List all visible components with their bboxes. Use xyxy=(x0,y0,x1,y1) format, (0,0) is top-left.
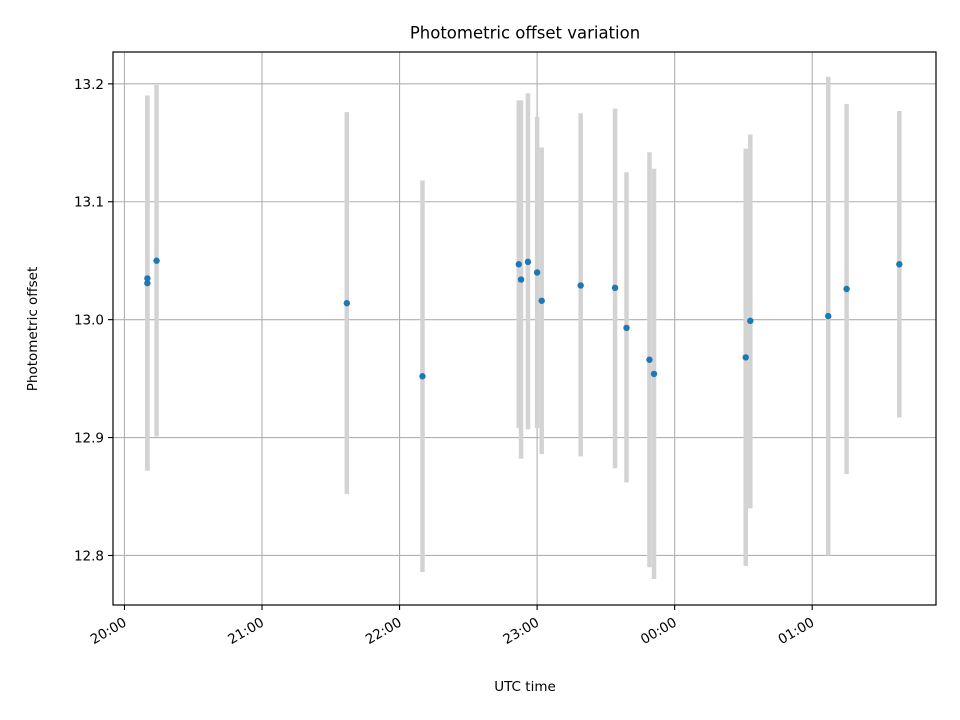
data-point xyxy=(825,312,832,320)
y-tick-label: 12.8 xyxy=(74,548,104,564)
data-point xyxy=(623,324,630,332)
grid xyxy=(113,52,936,605)
plot-frame xyxy=(112,51,937,606)
chart-title: Photometric offset variation xyxy=(410,24,640,43)
data-point xyxy=(747,317,754,325)
data-point xyxy=(650,370,658,378)
data-points xyxy=(144,257,903,380)
data-point xyxy=(611,284,619,292)
data-point xyxy=(843,285,850,293)
data-point xyxy=(419,373,426,380)
y-axis-label: Photometric offset xyxy=(25,267,41,391)
data-point xyxy=(742,354,749,361)
data-point xyxy=(577,282,584,289)
data-point xyxy=(515,261,522,268)
data-point xyxy=(343,299,351,307)
x-axis-label: UTC time xyxy=(494,679,556,695)
y-tick-label: 13.2 xyxy=(74,77,104,93)
data-point xyxy=(144,275,151,282)
y-tick-label: 13.0 xyxy=(74,313,104,329)
data-point xyxy=(646,356,653,363)
y-tick-label: 12.9 xyxy=(74,431,104,447)
y-axis-ticks: 12.8 12.9 13.0 13.1 13.2 xyxy=(74,77,113,564)
data-point xyxy=(517,276,525,283)
data-point xyxy=(533,269,541,276)
y-tick-label: 13.1 xyxy=(74,195,104,211)
data-point xyxy=(144,279,151,287)
data-point xyxy=(153,257,160,264)
data-point xyxy=(538,297,545,304)
data-point xyxy=(524,258,532,266)
data-point xyxy=(896,261,903,268)
